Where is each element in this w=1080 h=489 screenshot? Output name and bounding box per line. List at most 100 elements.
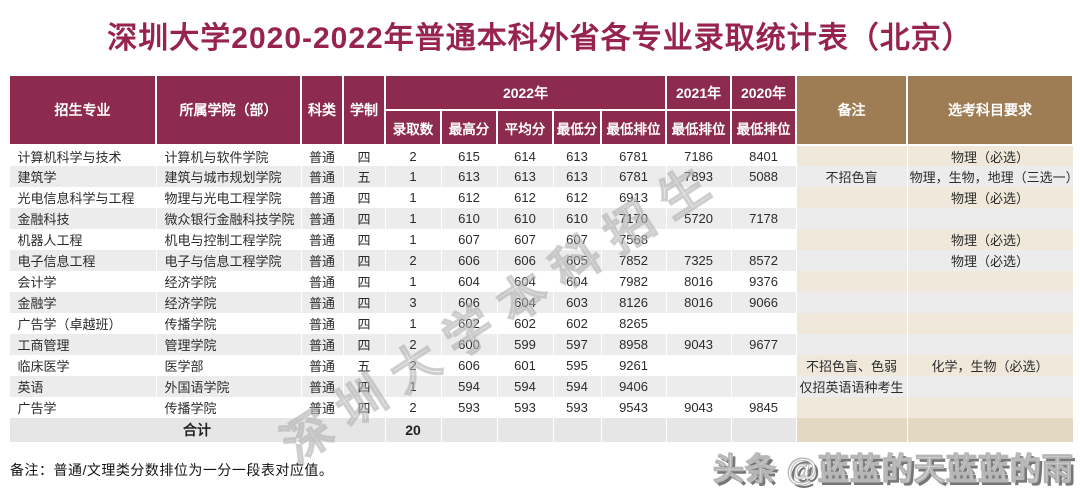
cell-subjects (906, 376, 1074, 397)
cell-duration: 四 (342, 334, 386, 355)
total-label: 合计 (8, 418, 386, 442)
cell-subjects (906, 271, 1074, 292)
cell-remark: 仅招英语语种考生 (795, 376, 908, 397)
cell-remark (795, 250, 908, 271)
cell-admitted: 2 (384, 334, 442, 355)
total-empty-cell (906, 418, 1074, 442)
header-subjects: 选考科目要求 (906, 74, 1075, 146)
cell-remark (795, 313, 908, 334)
cell-rank2021 (665, 229, 732, 250)
cell-rank2020: 5088 (730, 166, 797, 187)
cell-rank2022: 7852 (600, 250, 667, 271)
cell-avg: 614 (496, 145, 554, 166)
table-row: 英语 外国语学院 普通四 1 594 594 594 9406 仅招英语语种考生 (8, 376, 1074, 397)
cell-avg: 613 (496, 166, 554, 187)
cell-max: 594 (440, 376, 498, 397)
cell-rank2022: 7568 (600, 229, 667, 250)
cell-max: 606 (440, 250, 498, 271)
cell-rank2022: 8126 (600, 292, 667, 313)
cell-admitted: 2 (384, 250, 442, 271)
cell-avg: 593 (496, 397, 554, 418)
header-admitted: 录取数 (384, 109, 442, 146)
cell-college: 经济学院 (155, 292, 302, 313)
cell-category: 普通 (300, 250, 344, 271)
cell-min: 610 (552, 208, 602, 229)
table-row: 金融学 经济学院 普通四 3 606 604 603 8126 8016 9066 (8, 292, 1074, 313)
cell-subjects: 物理（必选） (906, 229, 1074, 250)
cell-rank2021 (665, 376, 732, 397)
cell-rank2020 (730, 355, 797, 376)
cell-rank2021 (665, 187, 732, 208)
cell-category: 普通 (300, 292, 344, 313)
cell-rank2020 (730, 376, 797, 397)
page-title: 深圳大学2020-2022年普通本科外省各专业录取统计表（北京） (107, 22, 973, 55)
cell-major: 临床医学 (8, 355, 157, 376)
table-row: 临床医学 医学部 普通五 2 606 601 595 9261 不招色盲、色弱 化学，生物（必选） (8, 355, 1074, 376)
table-header: 招生专业 所属学院（部） 科类 学制 2022年 2021年 2020年 备注 … (8, 74, 1075, 146)
cell-rank2022: 6913 (600, 187, 667, 208)
cell-remark (795, 187, 908, 208)
cell-subjects: 化学，生物（必选） (906, 355, 1074, 376)
cell-major: 电子信息工程 (8, 250, 157, 271)
cell-subjects: 物理（必选） (906, 145, 1074, 166)
cell-remark (795, 397, 908, 418)
header-min-rank-2021: 最低排位 (665, 109, 733, 146)
cell-category: 普通 (300, 208, 344, 229)
cell-major: 金融科技 (8, 208, 157, 229)
table-row: 建筑学 建筑与城市规划学院 普通五 1 613 613 613 6781 7893 5088 不招色… (8, 166, 1079, 187)
cell-rank2021: 9043 (665, 397, 732, 418)
cell-remark (795, 271, 908, 292)
total-empty-cell (665, 418, 732, 442)
cell-major: 会计学 (8, 271, 157, 292)
header-duration: 学制 (342, 74, 386, 146)
cell-rank2020 (730, 229, 797, 250)
cell-major: 广告学 (8, 397, 157, 418)
cell-rank2021: 7186 (665, 145, 732, 166)
cell-avg: 594 (496, 376, 554, 397)
cell-major: 英语 (8, 376, 157, 397)
cell-rank2021: 5720 (665, 208, 732, 229)
cell-duration: 四 (342, 145, 386, 166)
total-empty-cell (496, 418, 554, 442)
cell-max: 607 (440, 229, 498, 250)
cell-max: 606 (440, 292, 498, 313)
total-empty-cell (795, 418, 908, 442)
cell-major: 机器人工程 (8, 229, 157, 250)
table-row: 广告学（卓越班） 传播学院 普通四 1 602 602 602 8265 (8, 313, 1074, 334)
cell-avg: 610 (496, 208, 554, 229)
cell-major: 光电信息科学与工程 (8, 187, 157, 208)
cell-avg: 602 (496, 313, 554, 334)
header-group-2020: 2020年 (730, 74, 798, 111)
table-row: 计算机科学与技术 计算机与软件学院 普通四 2 615 614 613 6781 7186 840… (8, 145, 1074, 166)
cell-college: 经济学院 (155, 271, 302, 292)
cell-admitted: 1 (384, 376, 442, 397)
cell-college: 建筑与城市规划学院 (155, 166, 302, 187)
cell-rank2022: 6781 (600, 166, 667, 187)
cell-remark: 不招色盲 (795, 166, 908, 187)
cell-rank2020: 8572 (730, 250, 797, 271)
cell-min: 607 (552, 229, 602, 250)
cell-subjects (906, 397, 1074, 418)
cell-max: 604 (440, 271, 498, 292)
cell-min: 595 (552, 355, 602, 376)
cell-rank2021: 8016 (665, 271, 732, 292)
cell-max: 615 (440, 145, 498, 166)
cell-category: 普通 (300, 166, 344, 187)
cell-rank2021 (665, 355, 732, 376)
table-row: 光电信息科学与工程 物理与光电工程学院 普通四 1 612 612 612 6913 物理（必选… (8, 187, 1074, 208)
cell-category: 普通 (300, 355, 344, 376)
cell-duration: 五 (342, 166, 386, 187)
cell-college: 机电与控制工程学院 (155, 229, 302, 250)
cell-rank2020 (730, 187, 797, 208)
page: 深圳大学2020-2022年普通本科外省各专业录取统计表（北京） 招生专业 所属… (0, 13, 1080, 488)
cell-category: 普通 (300, 313, 344, 334)
total-empty-cell (730, 418, 797, 442)
cell-admitted: 1 (384, 229, 442, 250)
cell-rank2020: 9845 (730, 397, 797, 418)
table-row: 机器人工程 机电与控制工程学院 普通四 1 607 607 607 7568 物理（必选） (8, 229, 1074, 250)
table-row: 工商管理 管理学院 普通四 2 600 599 597 8958 9043 9677 (8, 334, 1074, 355)
cell-avg: 606 (496, 250, 554, 271)
cell-rank2022: 9406 (600, 376, 667, 397)
cell-max: 610 (440, 208, 498, 229)
cell-rank2022: 9261 (600, 355, 667, 376)
